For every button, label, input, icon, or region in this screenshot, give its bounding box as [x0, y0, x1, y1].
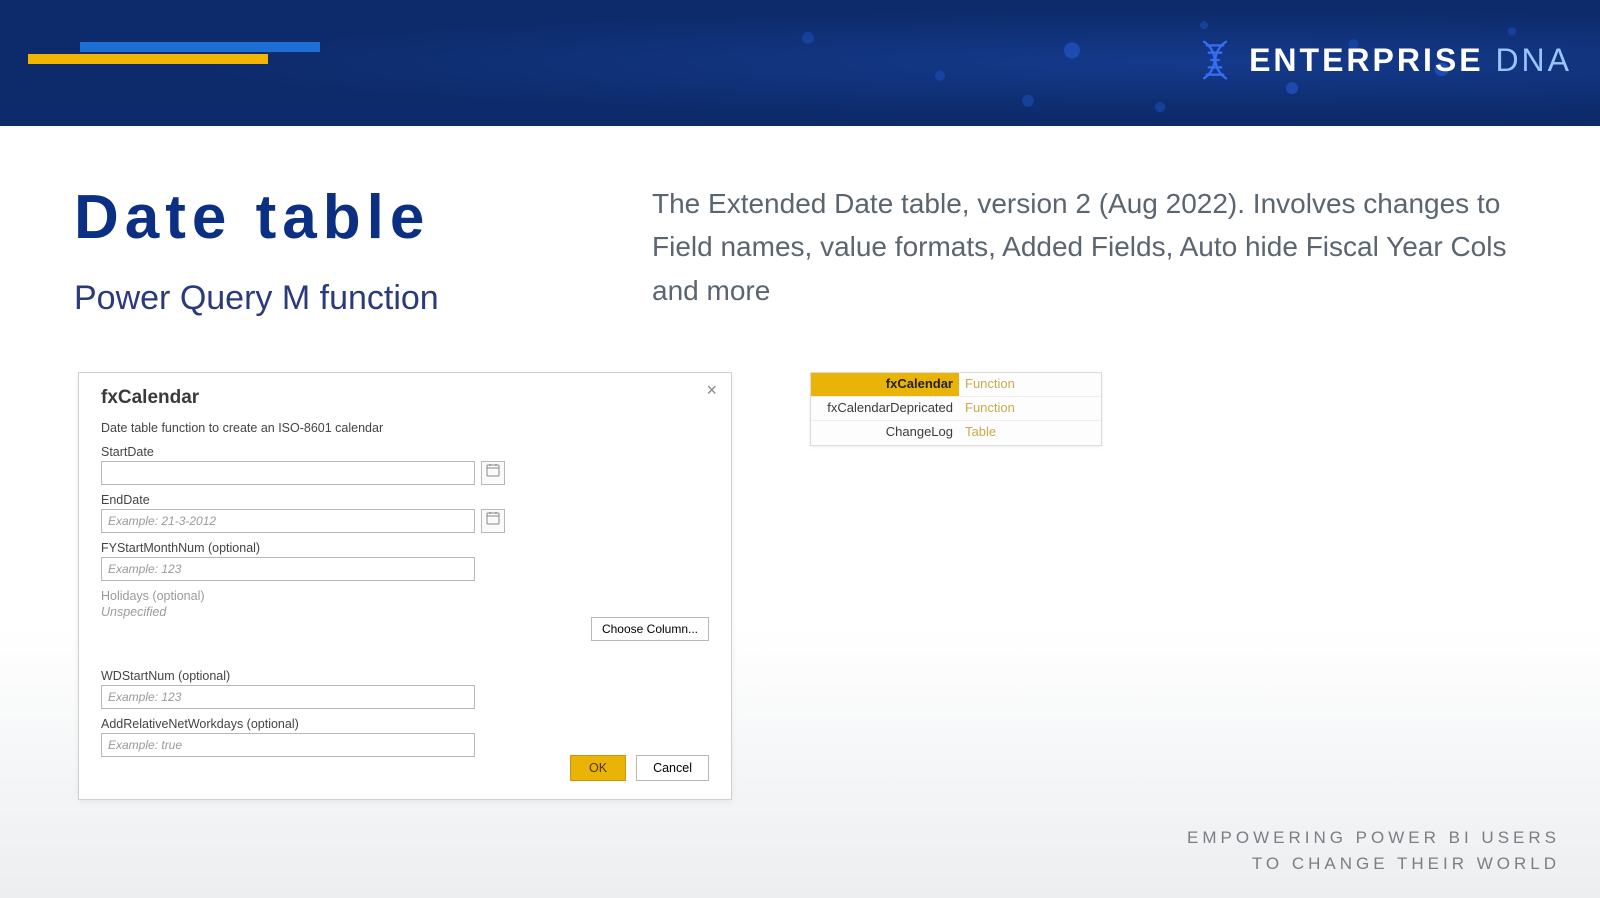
enddate-label: EndDate — [101, 493, 709, 507]
calendar-icon[interactable] — [481, 509, 505, 533]
wdstart-label: WDStartNum (optional) — [101, 669, 709, 683]
accent-bars — [28, 42, 320, 64]
startdate-label: StartDate — [101, 445, 709, 459]
dialog-description: Date table function to create an ISO-860… — [101, 421, 709, 435]
networkdays-input[interactable] — [101, 733, 475, 757]
tagline-line2: TO CHANGE THEIR WORLD — [1187, 851, 1560, 877]
queries-table: fxCalendar Function fxCalendarDepricated… — [810, 372, 1102, 446]
footer-tagline: EMPOWERING POWER BI USERS TO CHANGE THEI… — [1187, 825, 1560, 876]
fystartmonth-label: FYStartMonthNum (optional) — [101, 541, 709, 555]
header-banner: ENTERPRISE DNA — [0, 0, 1600, 126]
page-description: The Extended Date table, version 2 (Aug … — [652, 182, 1540, 312]
brand-text: ENTERPRISE DNA — [1249, 42, 1572, 79]
dialog-title: fxCalendar — [101, 387, 709, 409]
brand-suffix: DNA — [1495, 42, 1572, 78]
cancel-button[interactable]: Cancel — [636, 755, 709, 781]
query-row[interactable]: fxCalendarDepricated Function — [811, 397, 1101, 421]
query-name: ChangeLog — [811, 421, 959, 445]
brand-prefix: ENTERPRISE — [1249, 42, 1483, 78]
holidays-label: Holidays (optional) — [101, 589, 709, 603]
accent-bar-blue — [80, 42, 320, 52]
calendar-icon[interactable] — [481, 461, 505, 485]
query-name: fxCalendar — [811, 373, 959, 396]
close-icon[interactable]: × — [706, 381, 717, 399]
query-type: Function — [959, 397, 1101, 420]
wdstart-input[interactable] — [101, 685, 475, 709]
query-type: Function — [959, 373, 1101, 396]
query-row[interactable]: ChangeLog Table — [811, 421, 1101, 445]
accent-bar-yellow — [28, 54, 268, 64]
query-name: fxCalendarDepricated — [811, 397, 959, 420]
ok-button[interactable]: OK — [570, 755, 626, 781]
startdate-input[interactable] — [101, 461, 475, 485]
enddate-input[interactable] — [101, 509, 475, 533]
query-row[interactable]: fxCalendar Function — [811, 373, 1101, 397]
dna-icon — [1193, 38, 1237, 82]
content-area: Date table Power Query M function The Ex… — [0, 126, 1600, 898]
fxcalendar-dialog: × fxCalendar Date table function to crea… — [78, 372, 732, 800]
tagline-line1: EMPOWERING POWER BI USERS — [1187, 825, 1560, 851]
brand-logo: ENTERPRISE DNA — [1193, 38, 1572, 82]
query-type: Table — [959, 421, 1101, 445]
fystartmonth-input[interactable] — [101, 557, 475, 581]
choose-column-button[interactable]: Choose Column... — [591, 617, 709, 641]
networkdays-label: AddRelativeNetWorkdays (optional) — [101, 717, 709, 731]
